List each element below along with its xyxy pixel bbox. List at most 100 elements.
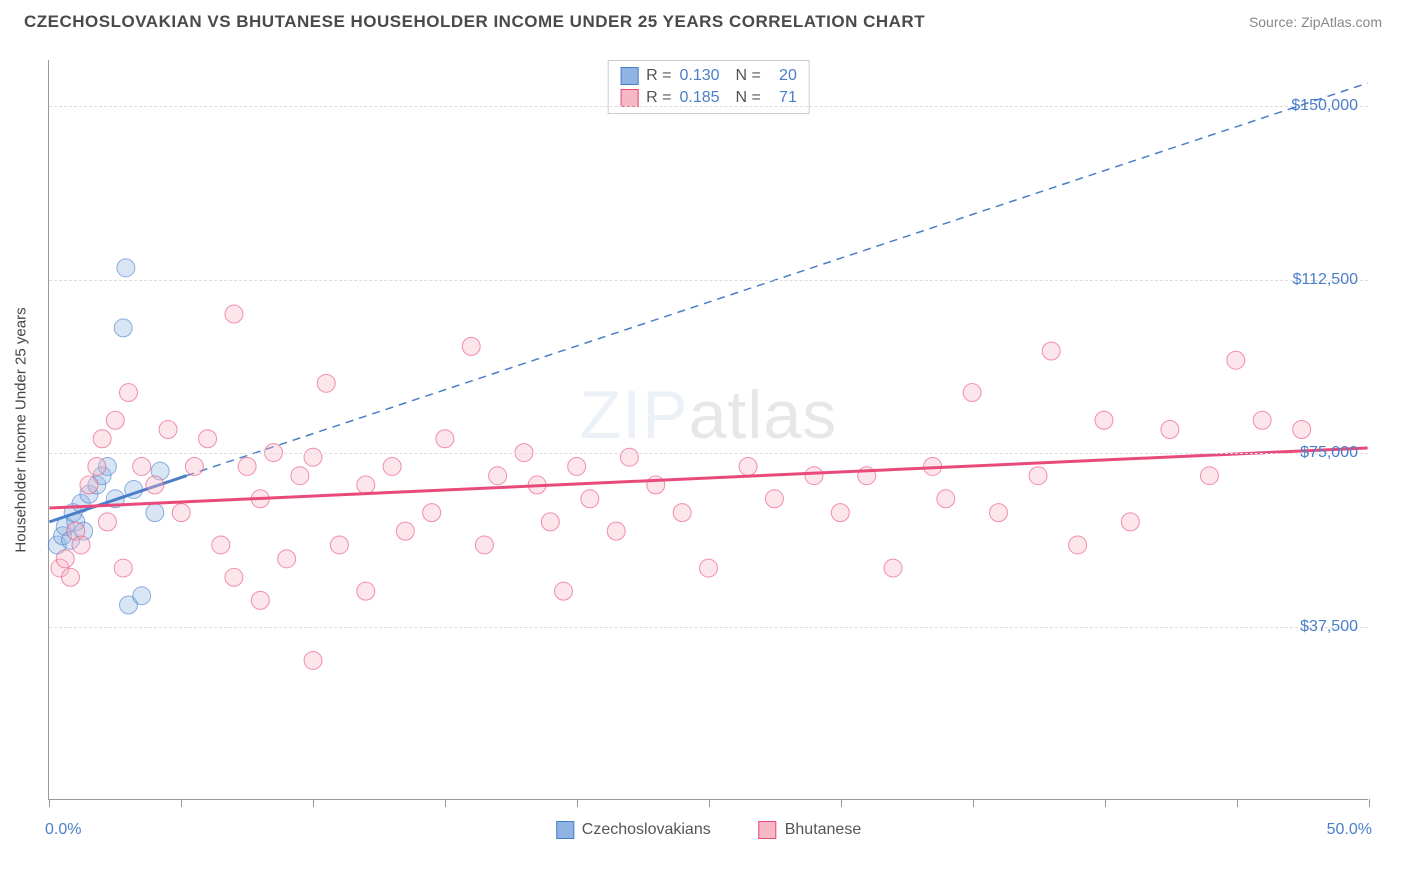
data-point xyxy=(607,522,625,540)
data-point xyxy=(238,457,256,475)
data-point xyxy=(291,467,309,485)
data-point xyxy=(831,504,849,522)
data-point xyxy=(436,430,454,448)
data-point xyxy=(555,582,573,600)
y-tick-label: $150,000 xyxy=(1291,97,1358,115)
data-point xyxy=(489,467,507,485)
data-point xyxy=(56,550,74,568)
data-point xyxy=(937,490,955,508)
legend-label: Czechoslovakians xyxy=(582,821,711,839)
data-point xyxy=(700,559,718,577)
data-point xyxy=(990,504,1008,522)
x-tick xyxy=(1369,799,1370,807)
y-axis-title: Householder Income Under 25 years xyxy=(13,307,30,552)
data-point xyxy=(114,559,132,577)
data-point xyxy=(1253,411,1271,429)
data-point xyxy=(133,457,151,475)
gridline xyxy=(49,453,1368,454)
data-point xyxy=(568,457,586,475)
legend-swatch xyxy=(556,821,574,839)
chart-area: Householder Income Under 25 years ZIPatl… xyxy=(48,60,1368,800)
gridline xyxy=(49,280,1368,281)
data-point xyxy=(383,457,401,475)
y-tick-label: $75,000 xyxy=(1300,444,1358,462)
chart-source: Source: ZipAtlas.com xyxy=(1249,14,1382,30)
data-point xyxy=(93,430,111,448)
legend-swatch xyxy=(759,821,777,839)
data-point xyxy=(1161,421,1179,439)
data-point xyxy=(117,259,135,277)
data-point xyxy=(146,476,164,494)
legend-label: Bhutanese xyxy=(785,821,862,839)
x-min-label: 0.0% xyxy=(45,821,81,839)
chart-title: CZECHOSLOVAKIAN VS BHUTANESE HOUSEHOLDER… xyxy=(24,12,925,32)
series-legend: Czechoslovakians Bhutanese xyxy=(556,821,861,839)
data-point xyxy=(225,568,243,586)
data-point xyxy=(1121,513,1139,531)
data-point xyxy=(739,457,757,475)
data-point xyxy=(251,591,269,609)
x-tick xyxy=(577,799,578,807)
n-value: 20 xyxy=(769,67,797,85)
data-point xyxy=(199,430,217,448)
data-point xyxy=(884,559,902,577)
x-max-label: 50.0% xyxy=(1327,821,1372,839)
trendline xyxy=(49,476,186,522)
data-point xyxy=(185,457,203,475)
legend-swatch xyxy=(620,67,638,85)
data-point xyxy=(114,319,132,337)
data-point xyxy=(119,384,137,402)
x-tick xyxy=(973,799,974,807)
x-tick xyxy=(313,799,314,807)
data-point xyxy=(475,536,493,554)
x-tick xyxy=(1237,799,1238,807)
data-point xyxy=(80,476,98,494)
data-point xyxy=(330,536,348,554)
data-point xyxy=(357,582,375,600)
data-point xyxy=(225,305,243,323)
data-point xyxy=(1029,467,1047,485)
data-point xyxy=(357,476,375,494)
data-point xyxy=(396,522,414,540)
data-point xyxy=(146,504,164,522)
data-point xyxy=(765,490,783,508)
data-point xyxy=(1227,351,1245,369)
x-tick xyxy=(709,799,710,807)
data-point xyxy=(1095,411,1113,429)
data-point xyxy=(581,490,599,508)
data-point xyxy=(304,651,322,669)
data-point xyxy=(805,467,823,485)
data-point xyxy=(963,384,981,402)
stats-row: R = 0.130 N = 20 xyxy=(620,65,797,87)
chart-header: CZECHOSLOVAKIAN VS BHUTANESE HOUSEHOLDER… xyxy=(0,0,1406,40)
n-value: 71 xyxy=(769,89,797,107)
r-label: R = xyxy=(646,67,671,85)
x-tick xyxy=(841,799,842,807)
y-tick-label: $112,500 xyxy=(1292,271,1358,289)
x-tick xyxy=(49,799,50,807)
data-point xyxy=(1293,421,1311,439)
data-point xyxy=(98,513,116,531)
data-point xyxy=(620,448,638,466)
gridline xyxy=(49,627,1368,628)
r-value: 0.130 xyxy=(680,67,728,85)
n-label: N = xyxy=(736,67,761,85)
data-point xyxy=(1200,467,1218,485)
data-point xyxy=(88,457,106,475)
data-point xyxy=(304,448,322,466)
data-point xyxy=(106,411,124,429)
data-point xyxy=(462,337,480,355)
data-point xyxy=(212,536,230,554)
data-point xyxy=(61,568,79,586)
legend-entry: Bhutanese xyxy=(759,821,862,839)
data-point xyxy=(278,550,296,568)
x-tick xyxy=(181,799,182,807)
data-point xyxy=(172,504,190,522)
gridline xyxy=(49,106,1368,107)
data-point xyxy=(159,421,177,439)
x-tick xyxy=(1105,799,1106,807)
data-point xyxy=(317,374,335,392)
data-point xyxy=(423,504,441,522)
n-label: N = xyxy=(736,89,761,107)
r-label: R = xyxy=(646,89,671,107)
